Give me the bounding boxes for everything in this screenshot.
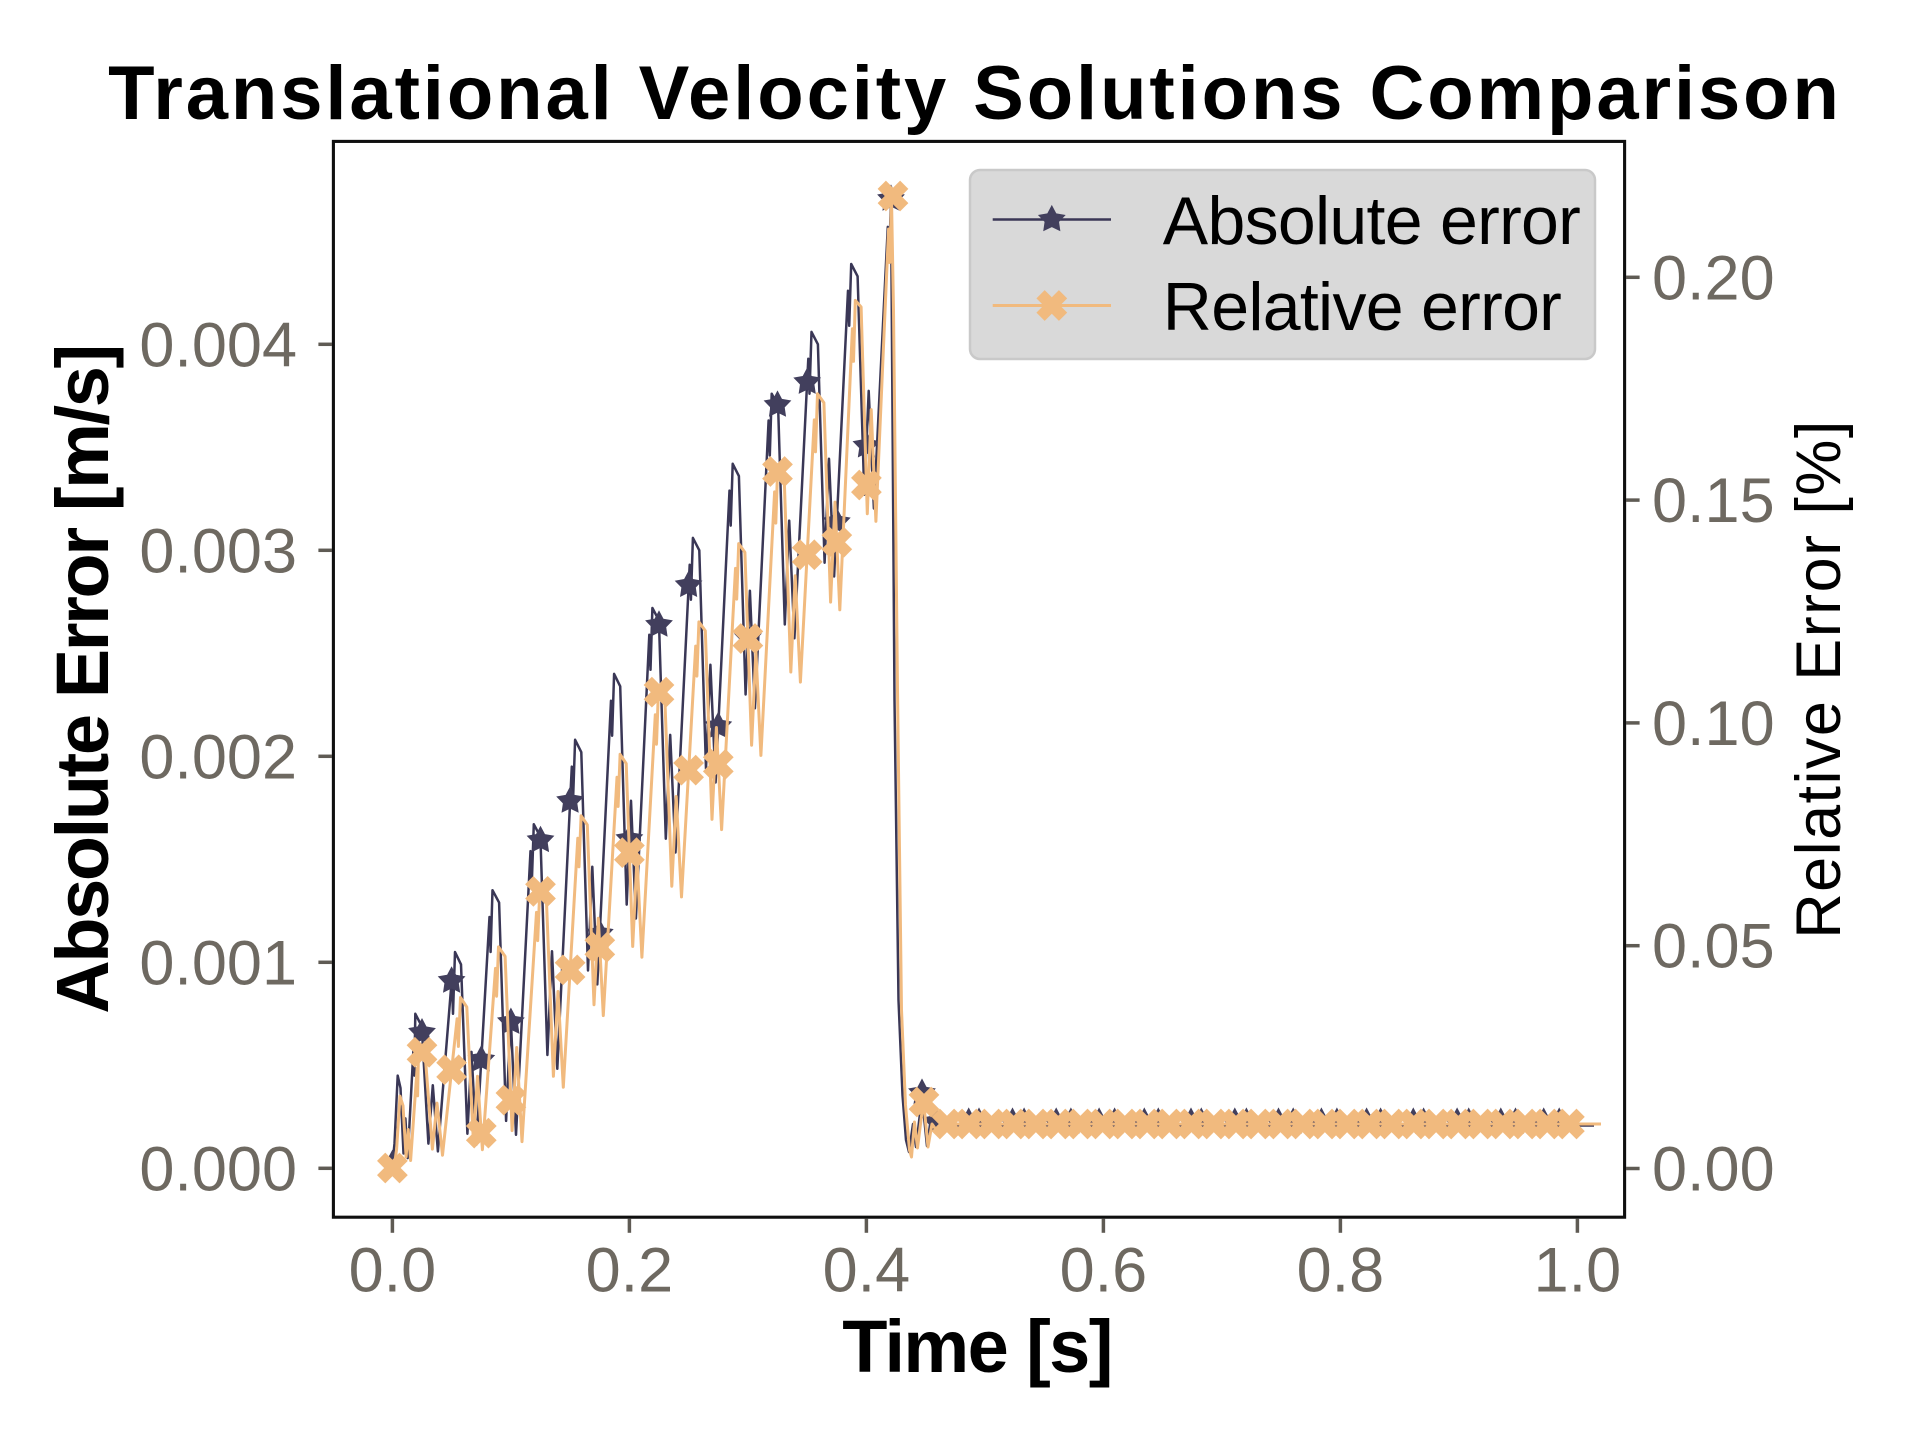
svg-text:1.0: 1.0 [1534,1236,1622,1306]
svg-text:0.10: 0.10 [1652,689,1775,759]
svg-text:0.15: 0.15 [1652,466,1775,536]
svg-text:0.001: 0.001 [139,928,297,998]
svg-text:0.004: 0.004 [139,310,297,380]
svg-text:Relative error: Relative error [1163,269,1561,345]
svg-text:0.20: 0.20 [1652,243,1775,313]
svg-text:0.2: 0.2 [586,1236,674,1306]
svg-text:0.002: 0.002 [139,722,297,792]
svg-text:Absolute error: Absolute error [1163,183,1580,259]
svg-text:Absolute Error [m/s]: Absolute Error [m/s] [41,346,124,1013]
svg-text:0.000: 0.000 [139,1134,297,1204]
svg-text:0.8: 0.8 [1297,1236,1385,1306]
svg-text:0.05: 0.05 [1652,912,1775,982]
svg-text:0.00: 0.00 [1652,1135,1775,1205]
svg-text:Translational Velocity Solutio: Translational Velocity Solutions Compari… [108,51,1842,136]
svg-text:0.003: 0.003 [139,516,297,586]
svg-text:Time [s]: Time [s] [842,1305,1112,1388]
svg-text:0.0: 0.0 [349,1236,437,1306]
svg-text:0.4: 0.4 [823,1236,911,1306]
svg-text:Relative Error [%]: Relative Error [%] [1784,419,1854,939]
svg-text:0.6: 0.6 [1060,1236,1148,1306]
